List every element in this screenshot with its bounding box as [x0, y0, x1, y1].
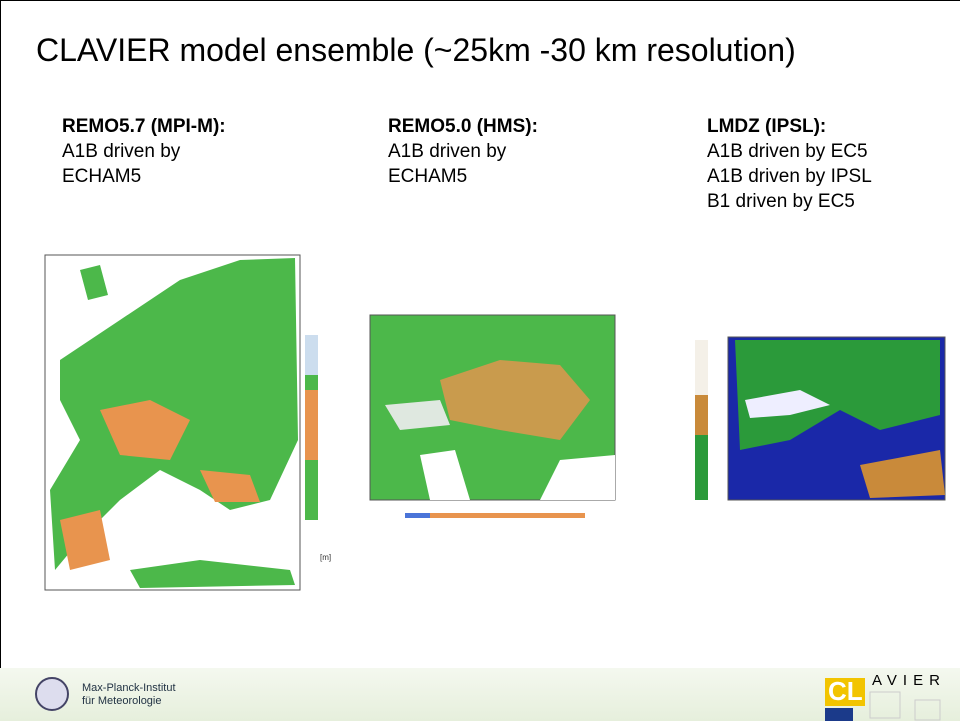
logo-cl: CL [828, 676, 863, 706]
model-column: REMO5.0 (HMS): A1B driven by ECHAM5 [388, 114, 538, 189]
model-run: A1B driven by IPSL [707, 166, 872, 187]
model-run: B1 driven by EC5 [707, 191, 855, 212]
model-column: REMO5.7 (MPI-M): A1B driven by ECHAM5 [62, 114, 226, 189]
clavier-logo [825, 678, 941, 721]
institute-logo [35, 677, 69, 711]
logo-avier: AVIER [872, 672, 946, 689]
map-central-europe [369, 314, 616, 518]
maps: [m] [44, 254, 946, 591]
model-run: A1B driven by [62, 141, 181, 162]
model-run: ECHAM5 [62, 166, 142, 187]
model-heading: LMDZ (IPSL): [707, 116, 827, 137]
model-run: ECHAM5 [388, 166, 468, 187]
institute-line: Max-Planck-Institut [82, 682, 176, 694]
model-heading: REMO5.0 (HMS): [388, 116, 538, 137]
map-lmdz [695, 336, 946, 501]
map-europe: [m] [44, 254, 331, 591]
model-run: A1B driven by [388, 141, 507, 162]
institute-line: für Meteorologie [82, 695, 162, 707]
model-run: A1B driven by EC5 [707, 141, 868, 162]
map-unit: [m] [320, 553, 331, 562]
model-heading: REMO5.7 (MPI-M): [62, 116, 226, 137]
model-column: LMDZ (IPSL): A1B driven by EC5 A1B driven … [707, 114, 872, 214]
footer: Max-Planck-Institut für Meteorologie CL … [0, 668, 960, 721]
slide-title: CLAVIER model ensemble (~25km -30 km res… [36, 32, 796, 68]
